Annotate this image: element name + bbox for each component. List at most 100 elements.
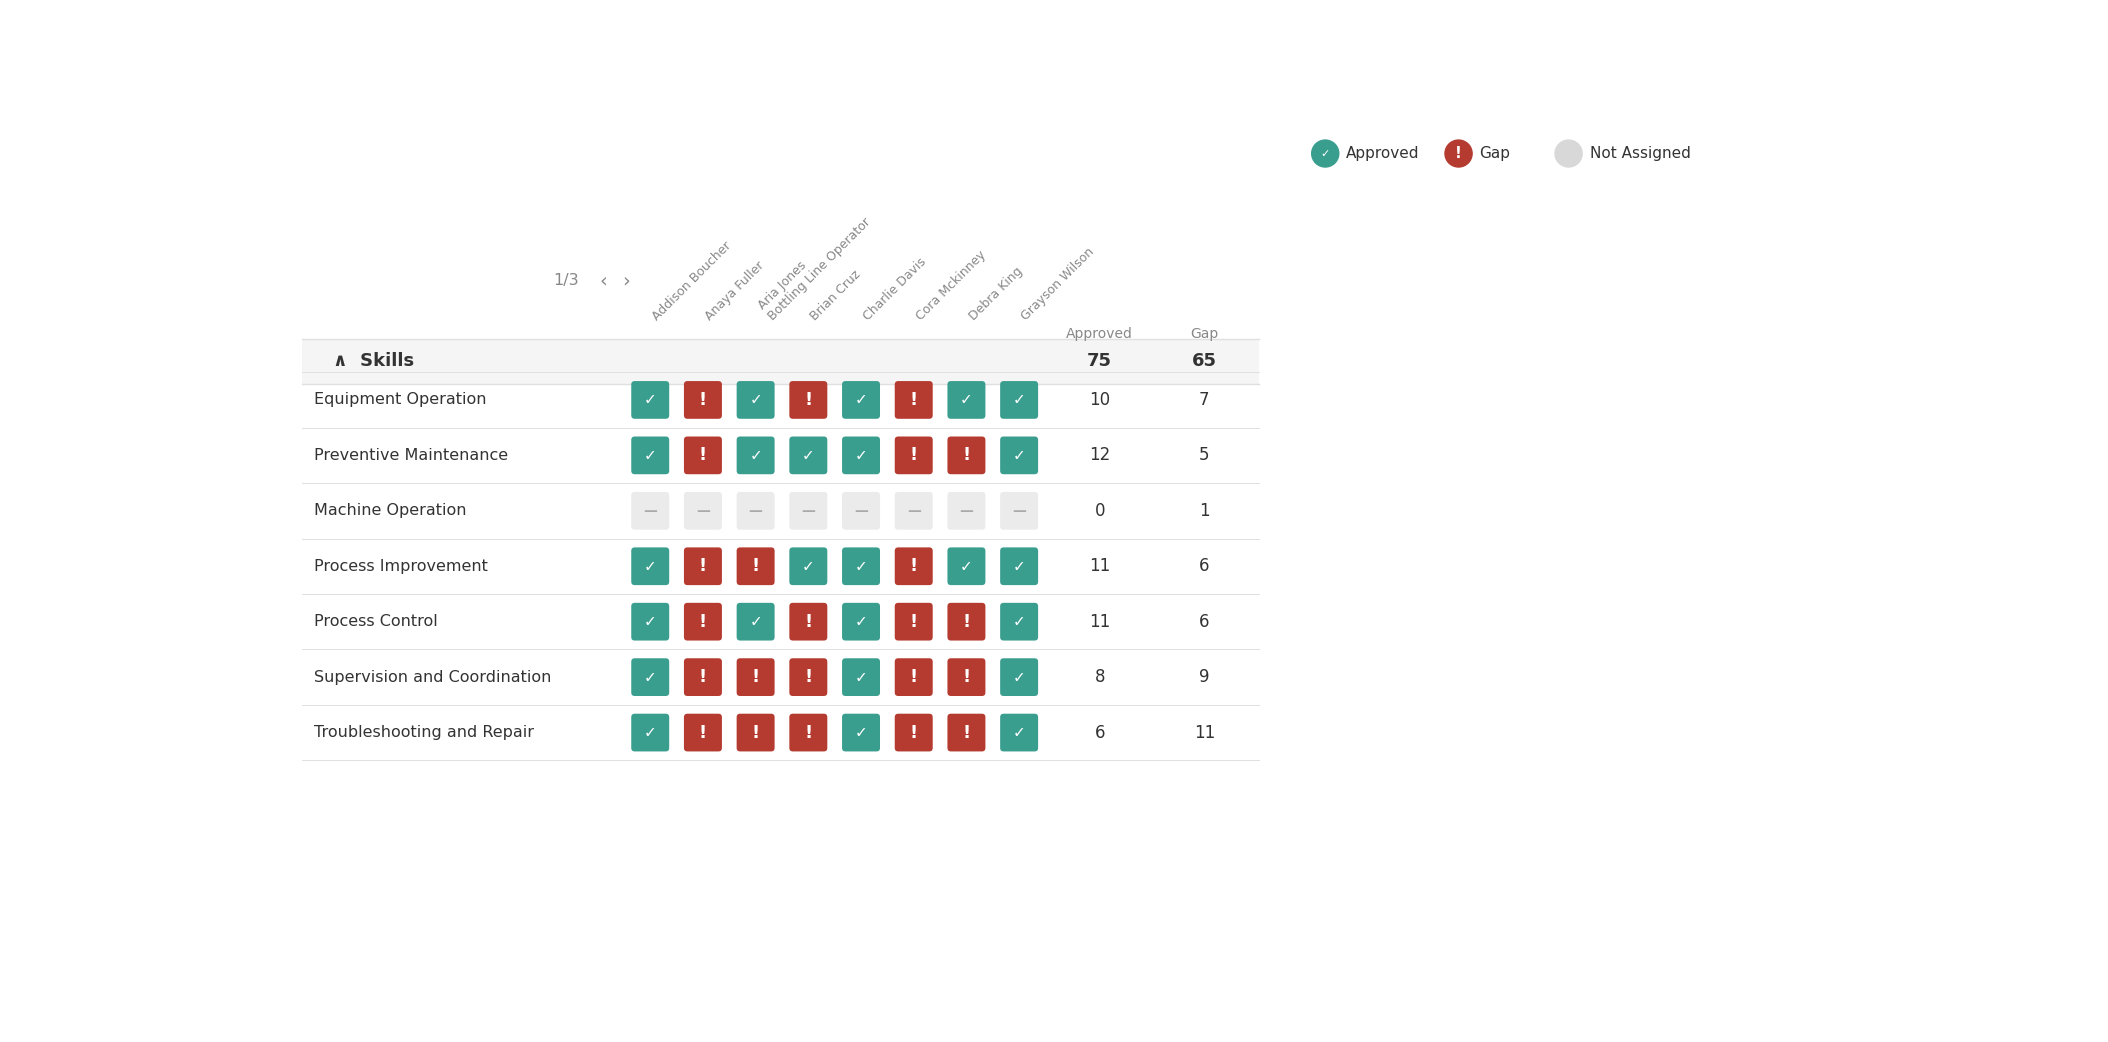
Text: ✓: ✓ xyxy=(1012,393,1024,407)
Text: !: ! xyxy=(1455,146,1463,162)
Text: 6: 6 xyxy=(1094,723,1105,742)
Text: —: — xyxy=(696,504,710,518)
FancyBboxPatch shape xyxy=(301,339,1258,383)
Text: !: ! xyxy=(963,668,970,686)
Text: !: ! xyxy=(753,557,759,575)
Text: !: ! xyxy=(700,613,706,630)
Text: ✓: ✓ xyxy=(748,614,761,629)
Text: !: ! xyxy=(911,557,917,575)
Text: 6: 6 xyxy=(1199,613,1210,630)
FancyBboxPatch shape xyxy=(946,659,984,696)
FancyBboxPatch shape xyxy=(894,381,932,419)
Text: Process Improvement: Process Improvement xyxy=(314,559,487,574)
Text: Grayson Wilson: Grayson Wilson xyxy=(1018,245,1096,323)
Text: Approved: Approved xyxy=(1067,327,1134,342)
Text: 75: 75 xyxy=(1088,352,1113,370)
FancyBboxPatch shape xyxy=(894,547,932,586)
Text: ✓: ✓ xyxy=(643,614,656,629)
FancyBboxPatch shape xyxy=(630,603,668,641)
Circle shape xyxy=(1311,140,1339,167)
FancyBboxPatch shape xyxy=(841,492,879,529)
FancyBboxPatch shape xyxy=(683,492,721,529)
FancyBboxPatch shape xyxy=(630,659,668,696)
FancyBboxPatch shape xyxy=(999,437,1037,474)
Text: !: ! xyxy=(911,668,917,686)
FancyBboxPatch shape xyxy=(683,714,721,751)
FancyBboxPatch shape xyxy=(999,547,1037,586)
Text: Gap: Gap xyxy=(1480,146,1511,162)
Text: !: ! xyxy=(700,723,706,742)
Text: !: ! xyxy=(911,723,917,742)
FancyBboxPatch shape xyxy=(683,659,721,696)
Text: 1/3: 1/3 xyxy=(552,273,578,288)
Text: ✓: ✓ xyxy=(801,559,814,574)
Text: !: ! xyxy=(963,723,970,742)
FancyBboxPatch shape xyxy=(683,437,721,474)
Text: Supervision and Coordination: Supervision and Coordination xyxy=(314,670,552,685)
Text: 7: 7 xyxy=(1199,391,1210,408)
Text: Cora Mckinney: Cora Mckinney xyxy=(913,248,989,323)
Text: ✓: ✓ xyxy=(748,393,761,407)
Text: ✓: ✓ xyxy=(1012,614,1024,629)
Text: !: ! xyxy=(805,723,812,742)
Text: !: ! xyxy=(700,668,706,686)
FancyBboxPatch shape xyxy=(999,381,1037,419)
Text: —: — xyxy=(801,504,816,518)
FancyBboxPatch shape xyxy=(736,381,774,419)
Text: Addison Boucher: Addison Boucher xyxy=(649,239,734,323)
FancyBboxPatch shape xyxy=(946,714,984,751)
Text: ✓: ✓ xyxy=(643,559,656,574)
FancyBboxPatch shape xyxy=(683,547,721,586)
Circle shape xyxy=(1444,140,1471,167)
Text: !: ! xyxy=(911,391,917,408)
Text: ✓: ✓ xyxy=(1320,149,1330,158)
Text: !: ! xyxy=(753,668,759,686)
Text: !: ! xyxy=(753,723,759,742)
Text: —: — xyxy=(906,504,921,518)
Text: Equipment Operation: Equipment Operation xyxy=(314,393,487,407)
FancyBboxPatch shape xyxy=(894,603,932,641)
FancyBboxPatch shape xyxy=(788,547,826,586)
Text: Charlie Davis: Charlie Davis xyxy=(860,255,930,323)
FancyBboxPatch shape xyxy=(999,603,1037,641)
FancyBboxPatch shape xyxy=(736,659,774,696)
FancyBboxPatch shape xyxy=(788,714,826,751)
FancyBboxPatch shape xyxy=(946,437,984,474)
Text: ✓: ✓ xyxy=(854,614,866,629)
Text: Anaya Fuller: Anaya Fuller xyxy=(702,258,767,323)
Text: 10: 10 xyxy=(1090,391,1111,408)
Text: ✓: ✓ xyxy=(643,393,656,407)
Text: 6: 6 xyxy=(1199,557,1210,575)
Text: Troubleshooting and Repair: Troubleshooting and Repair xyxy=(314,725,533,740)
Text: ✓: ✓ xyxy=(854,559,866,574)
Text: ✓: ✓ xyxy=(854,448,866,463)
Text: !: ! xyxy=(805,613,812,630)
Text: Approved: Approved xyxy=(1347,146,1419,162)
Text: ✓: ✓ xyxy=(643,448,656,463)
Text: Machine Operation: Machine Operation xyxy=(314,503,466,518)
Text: !: ! xyxy=(963,446,970,465)
Text: 11: 11 xyxy=(1090,613,1111,630)
FancyBboxPatch shape xyxy=(736,603,774,641)
Text: 65: 65 xyxy=(1191,352,1216,370)
Text: ✓: ✓ xyxy=(1012,559,1024,574)
Text: Brian Cruz: Brian Cruz xyxy=(807,268,864,323)
Text: Process Control: Process Control xyxy=(314,614,438,629)
FancyBboxPatch shape xyxy=(788,381,826,419)
Text: —: — xyxy=(1012,504,1027,518)
Text: ✓: ✓ xyxy=(1012,448,1024,463)
Text: 11: 11 xyxy=(1090,557,1111,575)
FancyBboxPatch shape xyxy=(736,714,774,751)
FancyBboxPatch shape xyxy=(736,547,774,586)
Text: ✓: ✓ xyxy=(1012,725,1024,740)
Text: 11: 11 xyxy=(1193,723,1214,742)
FancyBboxPatch shape xyxy=(841,603,879,641)
FancyBboxPatch shape xyxy=(788,603,826,641)
Text: Aria Jones
Bottling Line Operator: Aria Jones Bottling Line Operator xyxy=(755,205,873,323)
FancyBboxPatch shape xyxy=(946,547,984,586)
FancyBboxPatch shape xyxy=(841,714,879,751)
Text: !: ! xyxy=(700,446,706,465)
FancyBboxPatch shape xyxy=(683,603,721,641)
Text: ✓: ✓ xyxy=(643,725,656,740)
Text: 8: 8 xyxy=(1094,668,1105,686)
